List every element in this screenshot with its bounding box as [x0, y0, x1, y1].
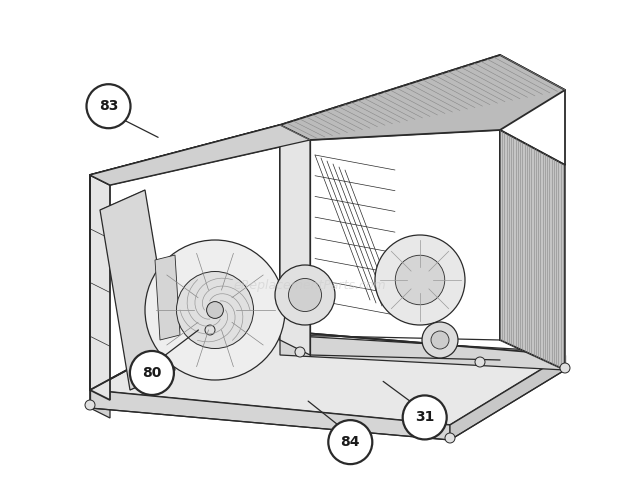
Polygon shape — [155, 255, 180, 340]
Polygon shape — [280, 55, 565, 140]
Circle shape — [87, 84, 130, 128]
Circle shape — [295, 347, 305, 357]
Polygon shape — [100, 190, 175, 390]
Circle shape — [422, 322, 458, 358]
Circle shape — [445, 433, 455, 443]
Text: 80: 80 — [142, 366, 162, 380]
Polygon shape — [90, 175, 110, 400]
Polygon shape — [280, 335, 565, 370]
Circle shape — [560, 363, 570, 373]
Circle shape — [275, 265, 335, 325]
Polygon shape — [90, 390, 450, 440]
Polygon shape — [90, 125, 310, 185]
Text: 83: 83 — [99, 99, 118, 113]
Circle shape — [206, 302, 223, 319]
Circle shape — [130, 351, 174, 395]
Polygon shape — [90, 125, 310, 185]
Circle shape — [403, 395, 446, 440]
Polygon shape — [280, 125, 310, 355]
Circle shape — [475, 357, 485, 367]
Circle shape — [205, 325, 215, 335]
Circle shape — [375, 235, 465, 325]
Text: 84: 84 — [340, 435, 360, 449]
Circle shape — [431, 331, 449, 349]
Polygon shape — [500, 130, 565, 370]
Circle shape — [396, 255, 445, 305]
Circle shape — [145, 240, 285, 380]
Circle shape — [329, 420, 372, 464]
Polygon shape — [450, 355, 565, 440]
Circle shape — [177, 272, 254, 348]
Text: 31: 31 — [415, 411, 435, 424]
Circle shape — [288, 279, 322, 312]
Text: eReplacementParts.com: eReplacementParts.com — [234, 279, 386, 291]
Polygon shape — [280, 125, 310, 355]
Circle shape — [85, 400, 95, 410]
Polygon shape — [90, 325, 565, 425]
Polygon shape — [90, 390, 110, 418]
